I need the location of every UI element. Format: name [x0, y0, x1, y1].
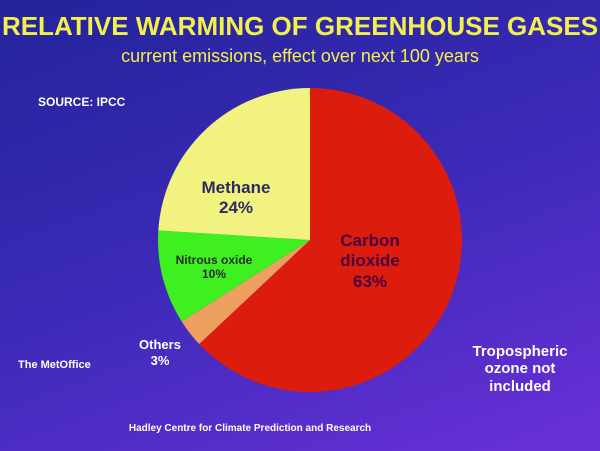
- pie-slice: [158, 88, 310, 240]
- pie-slice: [199, 88, 462, 392]
- note: Tropospheric ozone not included: [472, 343, 568, 395]
- category-label: Nitrous oxide: [175, 252, 253, 267]
- category-label: Methane: [201, 177, 271, 197]
- source: SOURCE: IPCC: [38, 95, 126, 109]
- value-label: 3%: [150, 352, 170, 368]
- slice-label: Methane 24%: [191, 178, 281, 219]
- chart-title: RELATIVE WARMING OF GREENHOUSE GASES: [1, 11, 599, 41]
- footer: Hadley Centre for Climate Prediction and…: [128, 423, 372, 434]
- chart-subtitle: current emissions, effect over next 100 …: [121, 46, 479, 66]
- slice-label: Others 3%: [130, 337, 190, 368]
- slice-label: Nitrous oxide 10%: [174, 253, 254, 282]
- value-label: 63%: [352, 271, 388, 291]
- pie-slice: [181, 240, 310, 345]
- value-label: 10%: [201, 267, 227, 282]
- pie-slice: [158, 230, 310, 322]
- logo: The MetOffice: [18, 359, 91, 371]
- category-label: Carbon dioxide: [340, 230, 400, 271]
- value-label: 24%: [218, 198, 254, 218]
- category-label: Others: [139, 337, 181, 353]
- slice-label: Carbon dioxide 63%: [325, 231, 415, 292]
